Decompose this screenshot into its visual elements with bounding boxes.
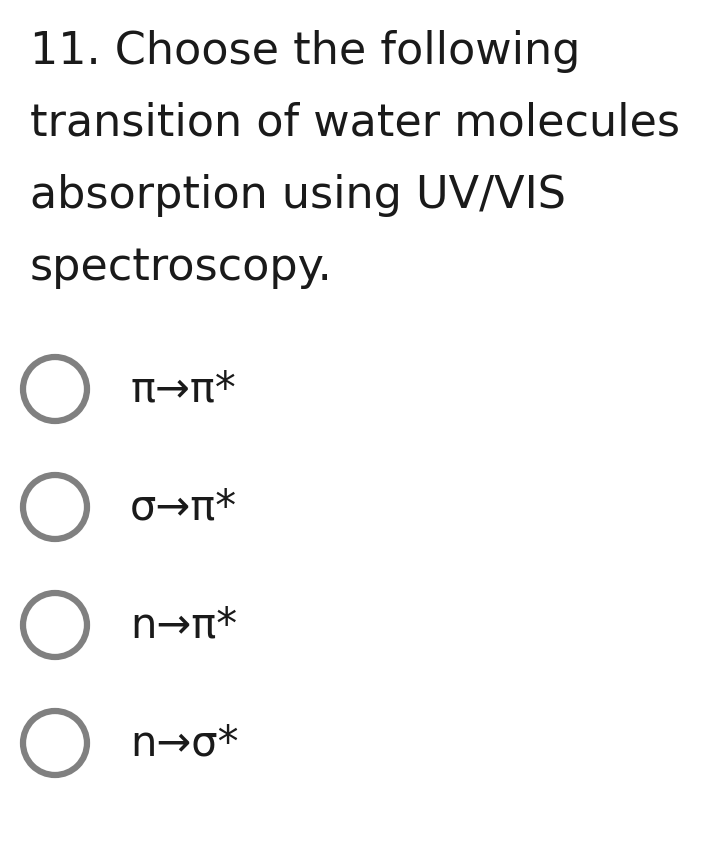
Text: π→π*: π→π* [130,368,236,410]
Text: spectroscopy.: spectroscopy. [30,246,333,288]
Text: transition of water molecules: transition of water molecules [30,102,680,145]
Text: σ→π*: σ→π* [130,486,237,528]
Text: n→σ*: n→σ* [130,722,238,764]
Text: 11. Choose the following: 11. Choose the following [30,30,581,73]
Text: n→π*: n→π* [130,604,237,647]
Text: absorption using UV/VIS: absorption using UV/VIS [30,174,566,217]
